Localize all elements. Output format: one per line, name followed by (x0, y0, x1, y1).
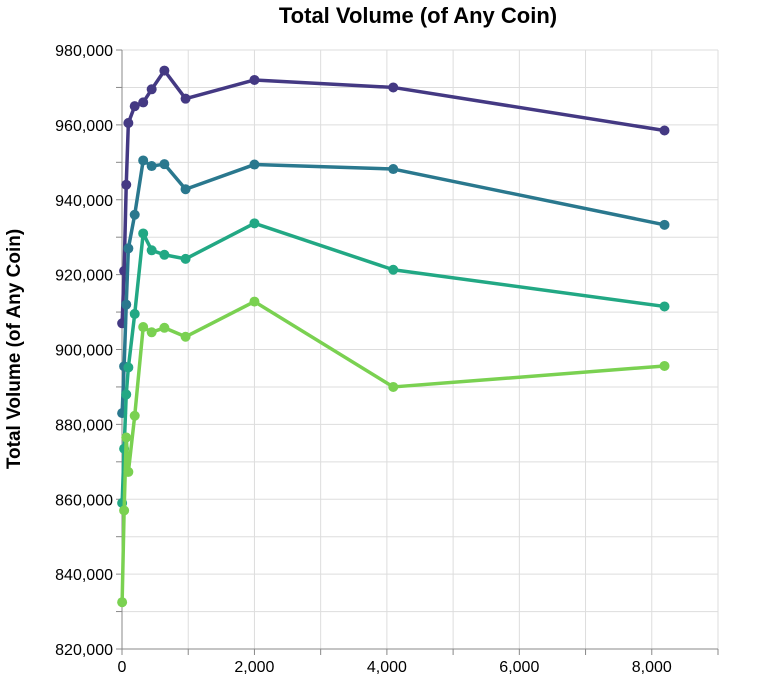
data-point[interactable] (388, 164, 399, 175)
data-point[interactable] (121, 179, 132, 190)
y-tick-label: 980,000 (55, 43, 113, 60)
data-point[interactable] (249, 74, 260, 85)
series-line (120, 299, 665, 603)
x-tick-label: 4,000 (367, 659, 407, 676)
data-point[interactable] (138, 97, 149, 108)
data-point[interactable] (388, 82, 399, 93)
x-tick-label: 0 (118, 659, 127, 676)
data-point[interactable] (249, 296, 260, 307)
data-point[interactable] (123, 243, 134, 254)
data-point[interactable] (659, 360, 670, 371)
data-point[interactable] (121, 432, 132, 443)
data-point[interactable] (659, 301, 670, 312)
data-point[interactable] (180, 93, 191, 104)
data-point[interactable] (659, 125, 670, 136)
y-tick-label: 900,000 (55, 343, 113, 360)
series-line (120, 68, 665, 324)
y-tick-label: 960,000 (55, 118, 113, 135)
data-point[interactable] (129, 209, 140, 220)
data-point[interactable] (146, 245, 157, 256)
series-line (120, 158, 665, 414)
data-point[interactable] (138, 228, 149, 239)
data-point[interactable] (123, 362, 134, 373)
grid (121, 49, 719, 650)
series-layer (117, 65, 670, 608)
y-tick-label: 840,000 (55, 567, 113, 584)
series-2 (117, 155, 670, 419)
data-point[interactable] (123, 118, 134, 129)
data-point[interactable] (146, 84, 157, 95)
y-axis-title: Total Volume (of Any Coin) (4, 229, 25, 469)
data-point[interactable] (159, 249, 170, 260)
x-tick-label: 2,000 (234, 659, 274, 676)
data-point[interactable] (249, 159, 260, 170)
data-point[interactable] (129, 410, 140, 421)
x-tick-label: 8,000 (632, 659, 672, 676)
series-3 (117, 218, 670, 508)
data-point[interactable] (146, 161, 157, 172)
y-tick-label: 860,000 (55, 492, 113, 509)
data-point[interactable] (138, 322, 149, 333)
y-tick-label: 880,000 (55, 417, 113, 434)
series-1 (117, 65, 670, 329)
data-point[interactable] (159, 322, 170, 333)
data-point[interactable] (121, 389, 132, 400)
data-point[interactable] (180, 184, 191, 195)
data-point[interactable] (121, 299, 132, 310)
data-point[interactable] (388, 381, 399, 392)
y-tick-label: 820,000 (55, 642, 113, 659)
data-point[interactable] (659, 219, 670, 230)
data-point[interactable] (180, 331, 191, 342)
data-point[interactable] (129, 101, 140, 112)
data-point[interactable] (159, 65, 170, 76)
data-point[interactable] (159, 159, 170, 170)
y-tick-label: 940,000 (55, 193, 113, 210)
series-line (120, 221, 665, 504)
data-point[interactable] (388, 264, 399, 275)
series-4 (117, 296, 670, 608)
data-point[interactable] (249, 218, 260, 229)
data-point[interactable] (138, 155, 149, 166)
y-tick-label: 920,000 (55, 268, 113, 285)
x-tick-label: 6,000 (499, 659, 539, 676)
data-point[interactable] (123, 466, 134, 477)
data-point[interactable] (117, 597, 128, 608)
data-point[interactable] (119, 505, 130, 516)
data-point[interactable] (180, 253, 191, 264)
data-point[interactable] (129, 308, 140, 319)
data-point[interactable] (146, 327, 157, 338)
chart-title: Total Volume (of Any Coin) (279, 3, 557, 28)
